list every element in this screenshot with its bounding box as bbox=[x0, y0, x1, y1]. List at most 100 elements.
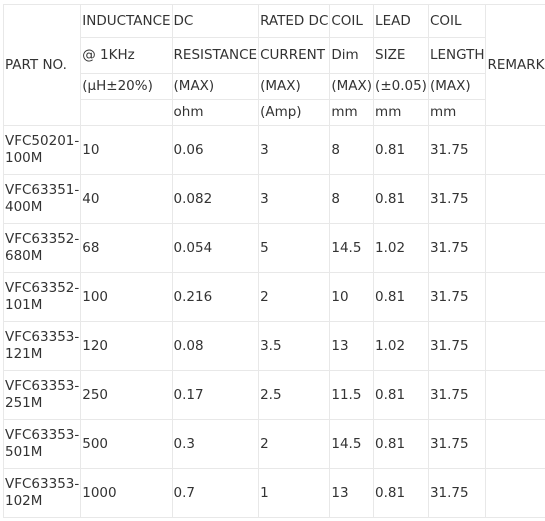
part-number-line: VFC63351- bbox=[5, 182, 80, 198]
remark-cell bbox=[485, 125, 545, 175]
header-cell: mm bbox=[427, 99, 487, 126]
header-cell: INDUCTANCE bbox=[80, 4, 173, 38]
remark-cell bbox=[485, 419, 545, 469]
part-number-line: 501M bbox=[5, 444, 43, 460]
coil-length-cell: 31.75 bbox=[427, 174, 487, 224]
part-number-cell: VFC63352- 680M bbox=[2, 223, 82, 273]
remark-cell bbox=[485, 468, 545, 518]
lead-size-cell: 0.81 bbox=[373, 468, 429, 518]
part-number-cell: VFC63353- 102M bbox=[2, 468, 82, 518]
table-row: VFC63353- 501M 500 0.3 2 14.5 0.81 31.75 bbox=[2, 419, 545, 469]
header-cell: RESISTANCE bbox=[171, 37, 260, 74]
remark-cell bbox=[485, 272, 545, 322]
part-number-line: VFC63352- bbox=[5, 231, 80, 247]
table-row: VFC63353- 102M 1000 0.7 1 13 0.81 31.75 bbox=[2, 468, 545, 518]
dc-resistance-cell: 0.054 bbox=[171, 223, 260, 273]
part-number-line: 400M bbox=[5, 199, 43, 215]
dc-resistance-cell: 0.3 bbox=[171, 419, 260, 469]
lead-size-cell: 1.02 bbox=[373, 321, 429, 371]
coil-length-cell: 31.75 bbox=[427, 272, 487, 322]
header-cell bbox=[80, 99, 173, 126]
coil-length-cell: 31.75 bbox=[427, 468, 487, 518]
coil-length-cell: 31.75 bbox=[427, 321, 487, 371]
spec-table: PART NO. INDUCTANCE DC RATED DC COIL LEA… bbox=[2, 4, 545, 518]
inductance-cell: 250 bbox=[80, 370, 173, 420]
inductance-cell: 500 bbox=[80, 419, 173, 469]
header-cell: Dim bbox=[329, 37, 375, 74]
part-number-line: 251M bbox=[5, 395, 43, 411]
lead-size-cell: 0.81 bbox=[373, 272, 429, 322]
header-cell: mm bbox=[373, 99, 429, 126]
dc-resistance-cell: 0.06 bbox=[171, 125, 260, 175]
part-number-line: 102M bbox=[5, 493, 43, 509]
part-number-cell: VFC50201- 100M bbox=[2, 125, 82, 175]
header-part-no: PART NO. bbox=[2, 4, 82, 126]
coil-dim-cell: 14.5 bbox=[329, 223, 375, 273]
header-cell: (µH±20%) bbox=[80, 73, 173, 100]
table-row: VFC50201- 100M 10 0.06 3 8 0.81 31.75 bbox=[2, 125, 545, 175]
table-body: VFC50201- 100M 10 0.06 3 8 0.81 31.75 VFC63351- 4… bbox=[2, 125, 545, 518]
rated-current-cell: 5 bbox=[258, 223, 331, 273]
lead-size-cell: 0.81 bbox=[373, 419, 429, 469]
table-row: VFC63352- 101M 100 0.216 2 10 0.81 31.75 bbox=[2, 272, 545, 322]
coil-dim-cell: 11.5 bbox=[329, 370, 375, 420]
part-number-line: VFC50201- bbox=[5, 133, 80, 149]
part-number-line: VFC63352- bbox=[5, 280, 80, 296]
inductance-cell: 10 bbox=[80, 125, 173, 175]
part-number-line: 680M bbox=[5, 248, 43, 264]
inductance-cell: 1000 bbox=[80, 468, 173, 518]
dc-resistance-cell: 0.082 bbox=[171, 174, 260, 224]
coil-dim-cell: 8 bbox=[329, 174, 375, 224]
part-number-line: VFC63353- bbox=[5, 476, 80, 492]
coil-length-cell: 31.75 bbox=[427, 370, 487, 420]
header-cell: COIL bbox=[329, 4, 375, 38]
part-number-cell: VFC63351- 400M bbox=[2, 174, 82, 224]
header-cell: mm bbox=[329, 99, 375, 126]
header-cell: LENGTH bbox=[427, 37, 487, 74]
dc-resistance-cell: 0.7 bbox=[171, 468, 260, 518]
lead-size-cell: 0.81 bbox=[373, 370, 429, 420]
header-cell: CURRENT bbox=[258, 37, 331, 74]
header-row-4: ohm (Amp) mm mm mm bbox=[4, 99, 545, 126]
lead-size-cell: 0.81 bbox=[373, 174, 429, 224]
inductance-cell: 120 bbox=[80, 321, 173, 371]
header-cell: COIL bbox=[427, 4, 487, 38]
coil-length-cell: 31.75 bbox=[427, 223, 487, 273]
remark-cell bbox=[485, 370, 545, 420]
coil-dim-cell: 14.5 bbox=[329, 419, 375, 469]
part-number-line: 121M bbox=[5, 346, 43, 362]
part-number-cell: VFC63353- 251M bbox=[2, 370, 82, 420]
part-number-line: VFC63353- bbox=[5, 427, 80, 443]
header-cell: (MAX) bbox=[427, 73, 487, 100]
dc-resistance-cell: 0.216 bbox=[171, 272, 260, 322]
remark-cell bbox=[485, 321, 545, 371]
header-row-2: @ 1KHz RESISTANCE CURRENT Dim SIZE LENGT… bbox=[4, 37, 545, 74]
table-row: VFC63353- 251M 250 0.17 2.5 11.5 0.81 31.75 bbox=[2, 370, 545, 420]
part-number-line: 100M bbox=[5, 150, 43, 166]
part-number-cell: VFC63353- 121M bbox=[2, 321, 82, 371]
header-row-1: PART NO. INDUCTANCE DC RATED DC COIL LEA… bbox=[2, 4, 545, 126]
rated-current-cell: 3 bbox=[258, 125, 331, 175]
rated-current-cell: 3 bbox=[258, 174, 331, 224]
coil-length-cell: 31.75 bbox=[427, 125, 487, 175]
dc-resistance-cell: 0.17 bbox=[171, 370, 260, 420]
rated-current-cell: 2.5 bbox=[258, 370, 331, 420]
table-row: VFC63353- 121M 120 0.08 3.5 13 1.02 31.75 bbox=[2, 321, 545, 371]
header-remark: REMARK bbox=[485, 4, 545, 126]
rated-current-cell: 1 bbox=[258, 468, 331, 518]
header-cell: DC bbox=[171, 4, 260, 38]
table-row: VFC63351- 400M 40 0.082 3 8 0.81 31.75 bbox=[2, 174, 545, 224]
header-cell: SIZE bbox=[373, 37, 429, 74]
part-number-line: 101M bbox=[5, 297, 43, 313]
remark-cell bbox=[485, 174, 545, 224]
table-row: VFC63352- 680M 68 0.054 5 14.5 1.02 31.75 bbox=[2, 223, 545, 273]
remark-cell bbox=[485, 223, 545, 273]
coil-dim-cell: 13 bbox=[329, 321, 375, 371]
header-cell: ohm bbox=[171, 99, 260, 126]
coil-dim-cell: 10 bbox=[329, 272, 375, 322]
inductance-cell: 100 bbox=[80, 272, 173, 322]
part-number-line: VFC63353- bbox=[5, 329, 80, 345]
header-row-3: (µH±20%) (MAX) (MAX) (MAX) (±0.05) (MAX) bbox=[4, 73, 545, 100]
coil-length-cell: 31.75 bbox=[427, 419, 487, 469]
rated-current-cell: 3.5 bbox=[258, 321, 331, 371]
